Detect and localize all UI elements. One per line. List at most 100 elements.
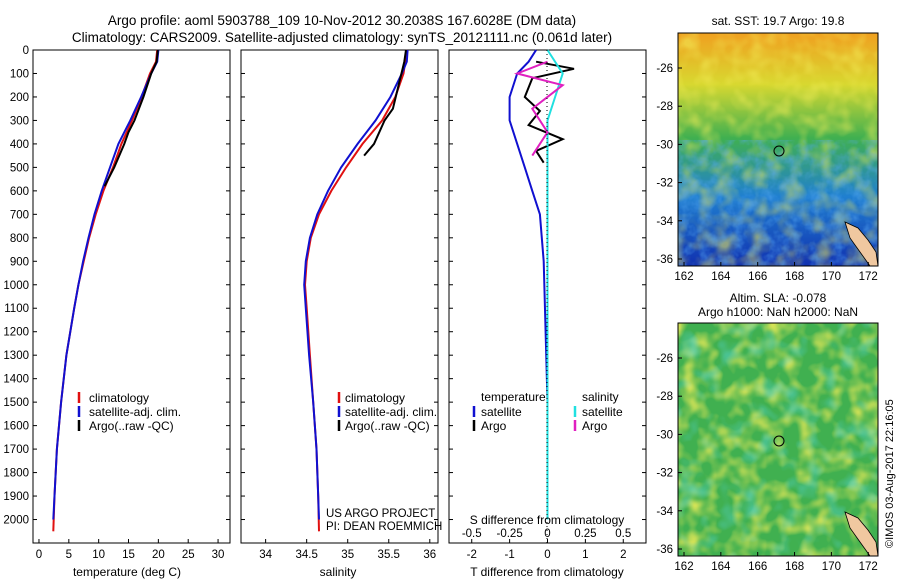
map-y-tick-label: -34 (656, 506, 673, 518)
x-tick-label: -2 (467, 549, 477, 561)
x-tick-label: 30 (212, 549, 225, 561)
map-x-tick-label: 168 (785, 271, 804, 283)
map-x-tick-label: 166 (748, 561, 767, 573)
y-tick-label: 300 (10, 115, 29, 127)
x-tick-label-top: 0.25 (574, 528, 596, 540)
temperature-legend: climatology satellite-adj. clim. Argo(..… (77, 391, 181, 433)
sst-texture-b (678, 140, 878, 266)
sla-map-frame (677, 322, 879, 557)
y-tick-label: 1500 (3, 397, 29, 409)
salinity-plot: 34 34.5 35 35.5 36 (241, 49, 438, 561)
difference-xlabel: T difference from climatology (470, 565, 624, 579)
legend-label-climatology: climatology (89, 391, 149, 405)
y-tick-label: 500 (10, 162, 29, 174)
legend-label-sal-satellite: satellite (582, 405, 623, 419)
sla-map (677, 322, 879, 557)
x-tick-label: 1 (582, 549, 588, 561)
series-line-temperature-satellite (508, 49, 549, 520)
x-tick-label: 34.5 (295, 549, 317, 561)
salinity-legend: climatology satellite-adj. clim. Argo(..… (337, 391, 437, 433)
map-x-tick-label: 170 (822, 561, 841, 573)
y-tick-label: 600 (10, 186, 29, 198)
series-line-satellite-adj-clim- (303, 49, 409, 520)
series-line-temperature-argo (523, 60, 575, 164)
sst-map-title: sat. SST: 19.7 Argo: 19.8 (712, 14, 845, 28)
x-tick-label: 20 (152, 549, 165, 561)
series-line-climatology (52, 49, 159, 532)
x-tick-label: 5 (66, 549, 72, 561)
argo-position-marker (773, 435, 785, 447)
map-y-tick-label: -32 (656, 178, 673, 190)
legend-label-argo: Argo(..raw -QC) (345, 419, 430, 433)
y-tick-label: 1700 (3, 444, 29, 456)
legend-label-temp-argo: Argo (481, 419, 507, 433)
map-y-tick-label: -36 (656, 544, 673, 556)
argo-position-marker (773, 145, 785, 157)
map-x-tick-label: 168 (785, 561, 804, 573)
y-tick-label: 1100 (4, 303, 29, 315)
map-y-tick-label: -30 (656, 429, 673, 441)
y-tick-label: 2000 (3, 515, 29, 527)
sla-map-title: Altim. SLA: -0.078 (730, 291, 827, 305)
y-tick-label: 1300 (3, 350, 29, 362)
map-x-tick-label: 164 (711, 561, 731, 573)
x-tick-label: 25 (182, 549, 195, 561)
map-y-tick-label: -26 (656, 353, 673, 365)
map-x-tick-label: 172 (859, 561, 878, 573)
salinity-panel-frame (240, 49, 439, 544)
legend-label-sal-argo: Argo (582, 419, 608, 433)
series-line-argo-raw-qc- (363, 49, 407, 157)
x-tick-label: 2 (620, 549, 626, 561)
map-y-tick-label: -26 (656, 63, 673, 75)
y-tick-label: 0 (23, 45, 29, 57)
y-tick-label: 700 (10, 209, 29, 221)
series-line-argo-raw-qc- (103, 49, 159, 187)
legend-label-temp-satellite: satellite (481, 405, 522, 419)
pi-credit: PI: DEAN ROEMMICH (326, 521, 442, 533)
salinity-xlabel: salinity (320, 565, 357, 579)
y-tick-label: 1400 (3, 374, 29, 386)
y-tick-label: 200 (10, 92, 29, 104)
figure-title-line1: Argo profile: aoml 5903788_109 10-Nov-20… (108, 13, 576, 28)
series-line-satellite-adj-clim- (52, 49, 160, 520)
y-tick-label: 800 (10, 233, 29, 245)
y-tick-label: 1200 (3, 327, 29, 339)
sla-map-subtitle: Argo h1000: NaN h2000: NaN (698, 305, 858, 319)
x-tick-label: -1 (504, 549, 514, 561)
sst-map (677, 32, 879, 267)
map-x-tick-label: 166 (748, 271, 767, 283)
legend-label-satellite: satellite-adj. clim. (345, 405, 437, 419)
map-y-tick-label: -36 (656, 254, 673, 266)
imos-timestamp: ©IMOS 03-Aug-2017 22:16:05 (884, 399, 896, 548)
x-tick-label: 36 (423, 549, 436, 561)
difference-legend: temperature salinity satellite Argo sate… (472, 390, 623, 433)
x-tick-label: 0 (36, 549, 42, 561)
map-y-tick-label: -34 (656, 216, 673, 228)
map-y-tick-label: -28 (656, 101, 673, 113)
x-tick-label: 0 (544, 549, 550, 561)
temperature-panel-frame (32, 49, 231, 544)
x-tick-label-top: -0.5 (462, 528, 482, 540)
map-x-tick-label: 172 (859, 271, 878, 283)
legend-label-argo: Argo(..raw -QC) (89, 419, 174, 433)
y-tick-label: 1900 (3, 491, 29, 503)
map-x-tick-label: 162 (674, 561, 693, 573)
y-tick-label: 100 (10, 68, 29, 80)
x-tick-label: 34 (259, 549, 272, 561)
sst-map-ticks: 162 164 166 168 170 172 -26 -28 -30 -32 -34 -36 (656, 63, 877, 283)
x-tick-label-top: -0.25 (497, 528, 523, 540)
sst-map-frame (677, 32, 879, 267)
series-line-salinity-satellite (546, 49, 564, 520)
y-tick-label: 900 (10, 256, 29, 268)
y-tick-label: 1000 (3, 280, 29, 292)
x-tick-label-top: 0.5 (615, 528, 631, 540)
x-tick-label: 35 (341, 549, 354, 561)
legend-header-salinity: salinity (582, 390, 619, 404)
legend-label-climatology: climatology (345, 391, 405, 405)
temperature-plot: 0 5 10 15 20 25 300100200300400500600700800900… (3, 45, 230, 561)
x-tick-label: 10 (92, 549, 105, 561)
figure-title-line2: Climatology: CARS2009. Satellite-adjuste… (72, 30, 612, 45)
legend-header-temperature: temperature (481, 390, 546, 404)
series-line-climatology (303, 49, 409, 532)
